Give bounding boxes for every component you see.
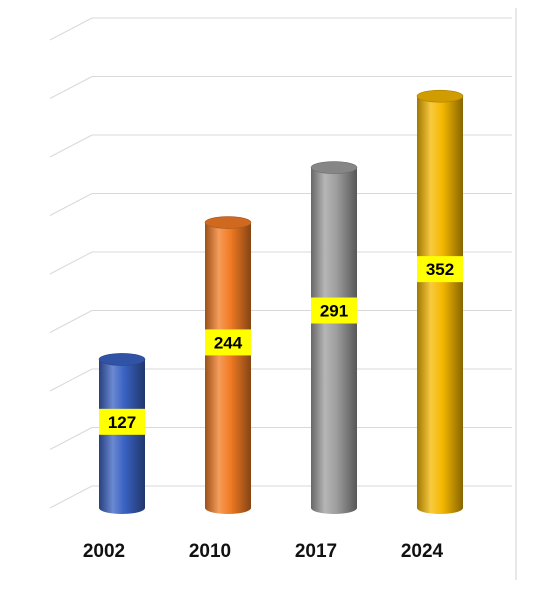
bar-2024 — [416, 89, 464, 514]
bar-top — [416, 89, 464, 103]
data-label: 352 — [417, 256, 463, 283]
data-label-text: 127 — [108, 413, 136, 432]
data-label-bg — [417, 256, 463, 283]
data-label-text: 244 — [214, 333, 243, 352]
bar-body — [205, 222, 251, 514]
category-label: 2002 — [83, 541, 125, 562]
bar-2010 — [204, 216, 252, 514]
data-label: 291 — [311, 297, 357, 324]
data-label: 127 — [99, 408, 145, 435]
bar-body — [311, 167, 357, 514]
data-label-bg — [311, 297, 357, 324]
bar-body — [99, 359, 145, 514]
bar-top — [204, 216, 252, 229]
bar-body — [417, 96, 463, 514]
data-label-text: 352 — [426, 260, 454, 279]
category-label: 2010 — [189, 541, 231, 562]
data-label-bg — [205, 329, 251, 356]
category-label: 2024 — [401, 541, 444, 562]
data-label-bg — [99, 408, 145, 435]
category-label: 2017 — [295, 541, 337, 562]
bar-top — [98, 353, 146, 366]
bars — [98, 89, 464, 514]
data-label: 244 — [205, 329, 251, 356]
bar-2017 — [310, 161, 358, 514]
bar-top — [310, 161, 358, 174]
category-labels: 2002 2010 2017 2024 — [83, 541, 444, 562]
gridline — [49, 17, 512, 41]
data-label-text: 291 — [320, 302, 348, 321]
gridline — [49, 76, 512, 99]
value-labels: 127 244 291 352 — [99, 256, 463, 435]
bar-2002 — [98, 353, 146, 514]
